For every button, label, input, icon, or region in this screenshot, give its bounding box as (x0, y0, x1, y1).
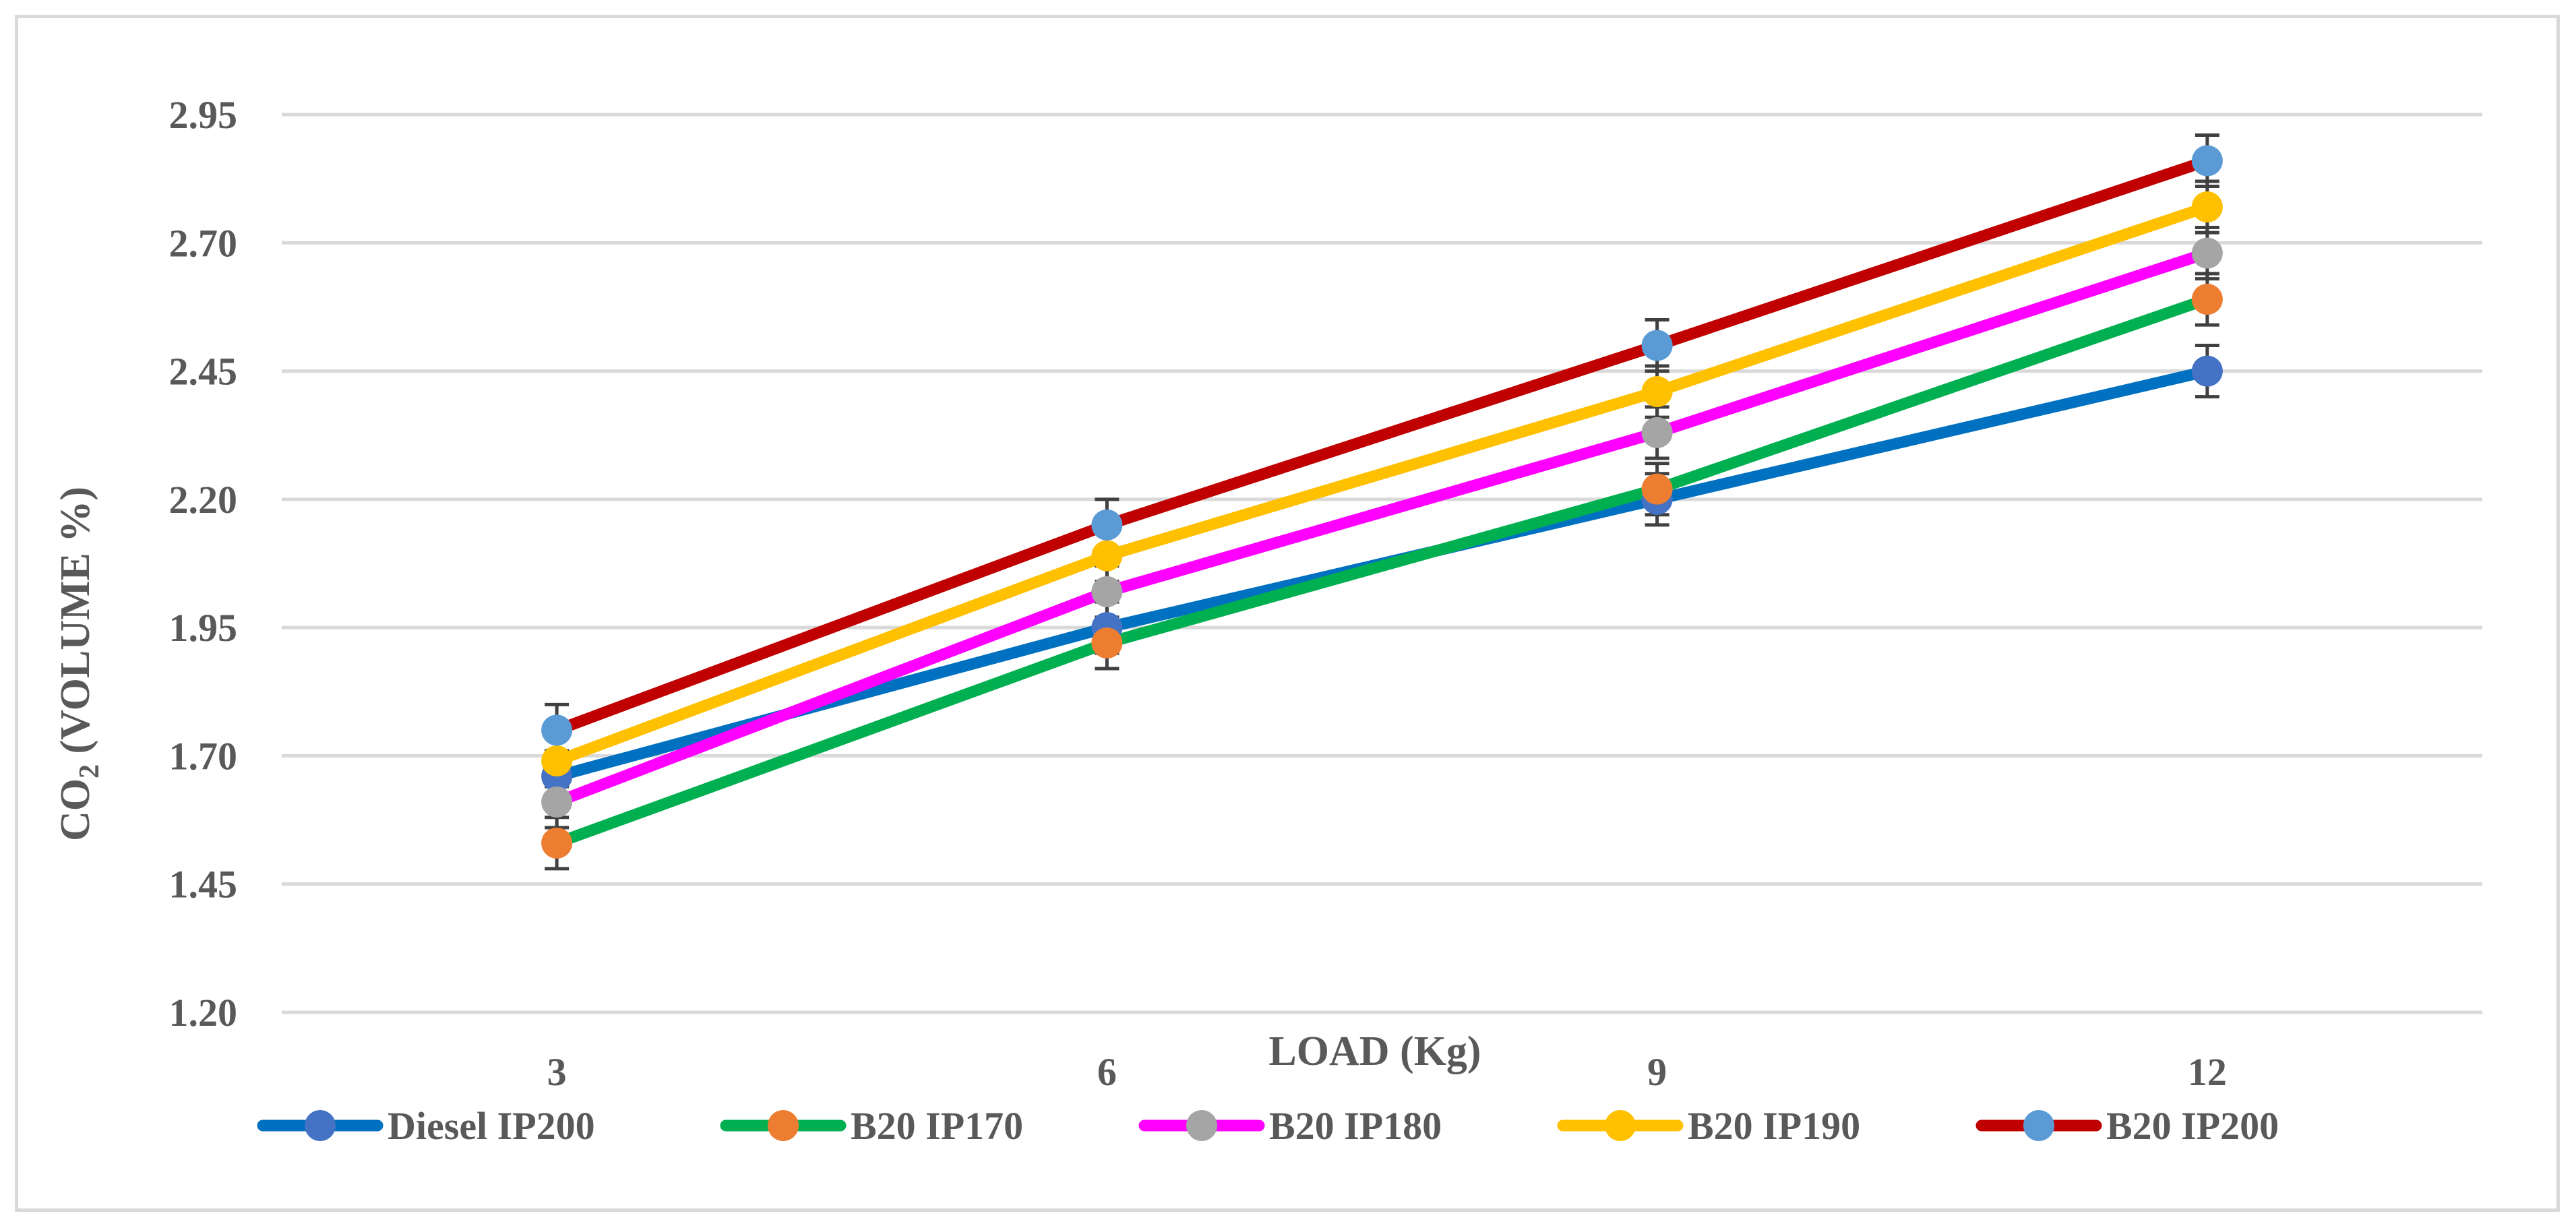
x-tick-label: 6 (1097, 1050, 1117, 1094)
data-point (1641, 473, 1673, 505)
x-tick-label: 3 (547, 1050, 567, 1094)
data-point (1091, 627, 1123, 658)
series-line (551, 293, 2213, 849)
y-tick-label: 1.70 (169, 734, 238, 778)
data-point (1091, 509, 1123, 541)
legend-label: B20 IP190 (1688, 1104, 1860, 1148)
legend-swatch-marker (1605, 1110, 1636, 1141)
y-tick-label: 2.45 (169, 350, 238, 394)
x-axis-ticks: 3 6 9 12 (547, 1050, 2227, 1094)
data-point (2191, 191, 2223, 223)
series-line (551, 247, 2213, 808)
y-tick-label: 1.95 (169, 606, 238, 650)
legend-item: B20 IP180 (1138, 1104, 1442, 1148)
series-lines (551, 155, 2213, 849)
legend-label: B20 IP200 (2106, 1104, 2279, 1148)
data-point (1641, 417, 1673, 448)
legend-label: B20 IP170 (851, 1104, 1023, 1148)
data-point (541, 827, 573, 859)
legend-label: Diesel IP200 (388, 1104, 595, 1148)
legend-item: Diesel IP200 (257, 1104, 595, 1148)
y-tick-label: 1.45 (169, 863, 238, 907)
data-point (541, 714, 573, 746)
data-markers (541, 145, 2223, 859)
x-tick-label: 12 (2188, 1050, 2227, 1094)
y-tick-label: 1.20 (169, 991, 238, 1035)
legend-swatch-marker (2023, 1110, 2054, 1141)
y-axis-title: CO2 (VOLUME %) (53, 487, 105, 841)
y-tick-label: 2.95 (169, 93, 238, 137)
legend-item: B20 IP170 (720, 1104, 1023, 1148)
x-tick-label: 9 (1647, 1050, 1667, 1094)
data-point (2191, 237, 2223, 269)
data-point (2191, 355, 2223, 387)
data-point (2191, 145, 2223, 177)
data-point (541, 786, 573, 818)
data-point (1641, 330, 1673, 361)
series-line (551, 201, 2213, 767)
legend-item: B20 IP190 (1557, 1104, 1860, 1148)
y-tick-label: 2.20 (169, 478, 238, 522)
y-axis-title-subscript: 2 (74, 764, 105, 778)
legend-item: B20 IP200 (1975, 1104, 2279, 1148)
series-line (551, 155, 2213, 736)
y-axis-ticks: 1.20 1.45 1.70 1.95 2.20 2.45 2.70 2.95 (169, 93, 238, 1035)
y-tick-label: 2.70 (169, 221, 238, 265)
legend-swatch-marker (768, 1110, 799, 1141)
legend: Diesel IP200 B20 IP170 B20 IP180 B20 IP190 B… (257, 1104, 2279, 1148)
y-axis-title-suffix: (VOLUME %) (53, 487, 98, 764)
data-point (1091, 576, 1123, 607)
data-point (1091, 540, 1123, 572)
data-point (1641, 376, 1673, 408)
data-point (541, 745, 573, 777)
legend-swatch-marker (1186, 1110, 1217, 1141)
legend-swatch-marker (305, 1110, 336, 1141)
data-point (2191, 284, 2223, 315)
x-axis-title: LOAD (Kg) (1268, 1029, 1481, 1074)
y-axis-title-main: CO (53, 778, 98, 841)
legend-label: B20 IP180 (1269, 1104, 1442, 1148)
